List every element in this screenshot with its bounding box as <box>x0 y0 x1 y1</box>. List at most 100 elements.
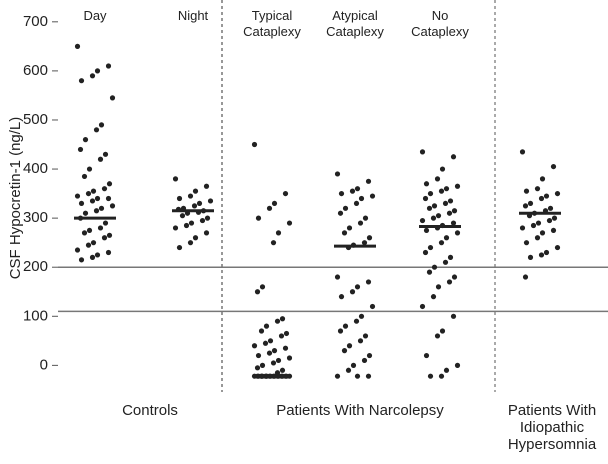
series-label: Typical Cataplexy <box>243 8 301 39</box>
dot <box>451 274 458 280</box>
dot <box>454 183 461 189</box>
dot <box>93 208 100 214</box>
dot <box>93 127 100 133</box>
dot <box>358 195 365 202</box>
dot <box>255 352 262 359</box>
dot <box>427 244 434 251</box>
dot <box>274 318 281 324</box>
dot <box>251 343 258 349</box>
dot <box>94 252 101 258</box>
dot <box>101 235 108 241</box>
dot <box>430 294 437 300</box>
dot <box>419 217 426 224</box>
series-label: No Cataplexy <box>411 8 469 39</box>
dot <box>362 215 369 221</box>
dot <box>450 154 457 160</box>
dot <box>353 318 360 324</box>
dot <box>534 235 541 241</box>
dot <box>423 227 430 234</box>
dot <box>427 373 434 379</box>
dot <box>274 373 281 379</box>
group-label: Patients With Idiopathic Hypersomnia <box>507 402 597 453</box>
dot <box>271 200 278 207</box>
dot <box>188 220 195 226</box>
series-label: Night <box>177 8 209 23</box>
dot <box>81 230 88 236</box>
dot <box>102 151 109 157</box>
dot <box>101 186 108 192</box>
dot <box>530 222 537 229</box>
dot <box>98 205 105 211</box>
dot <box>337 210 344 216</box>
dot <box>286 220 293 226</box>
dot <box>267 338 274 344</box>
dot <box>94 195 101 202</box>
y-axis-label: CSF Hypocretin-1 (ng/L) <box>7 117 24 280</box>
dot <box>338 190 345 197</box>
dot <box>551 215 558 221</box>
dot <box>102 220 109 226</box>
dot <box>426 205 433 211</box>
dot <box>82 210 89 216</box>
dot <box>258 373 265 379</box>
dot <box>270 360 277 366</box>
dot <box>258 328 265 334</box>
dot <box>527 254 534 260</box>
dot <box>105 249 112 256</box>
dot <box>263 373 270 379</box>
dot <box>78 257 85 263</box>
dot <box>346 343 353 349</box>
dot <box>86 166 93 172</box>
dot <box>176 244 183 251</box>
dot <box>283 330 290 337</box>
dot <box>365 373 372 379</box>
dot <box>369 303 376 310</box>
dot <box>349 289 356 295</box>
dot <box>354 186 361 192</box>
dot <box>172 225 179 231</box>
dot <box>539 176 546 182</box>
dot <box>365 279 372 285</box>
y-tick-label: 600 <box>23 62 48 79</box>
dot <box>78 78 85 84</box>
dot <box>527 200 534 207</box>
dot <box>279 316 286 322</box>
dot <box>105 195 112 202</box>
dot <box>430 215 437 221</box>
dot <box>366 352 373 359</box>
dot <box>81 173 88 180</box>
dot <box>435 284 442 290</box>
dot <box>254 365 261 371</box>
y-tick-label: 0 <box>40 356 48 373</box>
dot <box>266 205 273 211</box>
series-label: Day <box>83 8 107 23</box>
dot <box>275 230 282 236</box>
dot <box>342 205 349 211</box>
dot <box>438 188 445 194</box>
y-tick-label: 700 <box>23 13 48 30</box>
dot <box>203 230 210 236</box>
dot <box>357 338 364 344</box>
dot <box>550 227 557 234</box>
dot <box>97 156 104 162</box>
dot <box>90 240 97 246</box>
dot <box>349 188 356 194</box>
dot <box>546 217 553 224</box>
dot <box>282 190 289 197</box>
dot <box>338 294 345 300</box>
dot <box>254 289 261 295</box>
dot <box>538 252 545 258</box>
dot <box>454 362 461 368</box>
dot <box>172 176 179 182</box>
dot <box>422 195 429 202</box>
dot <box>427 190 434 197</box>
dot <box>539 230 546 236</box>
dot <box>263 323 270 329</box>
dot <box>354 373 361 379</box>
dot <box>94 68 101 74</box>
dot <box>426 269 433 275</box>
dot <box>271 348 278 354</box>
dot <box>251 141 258 148</box>
dot <box>337 328 344 334</box>
